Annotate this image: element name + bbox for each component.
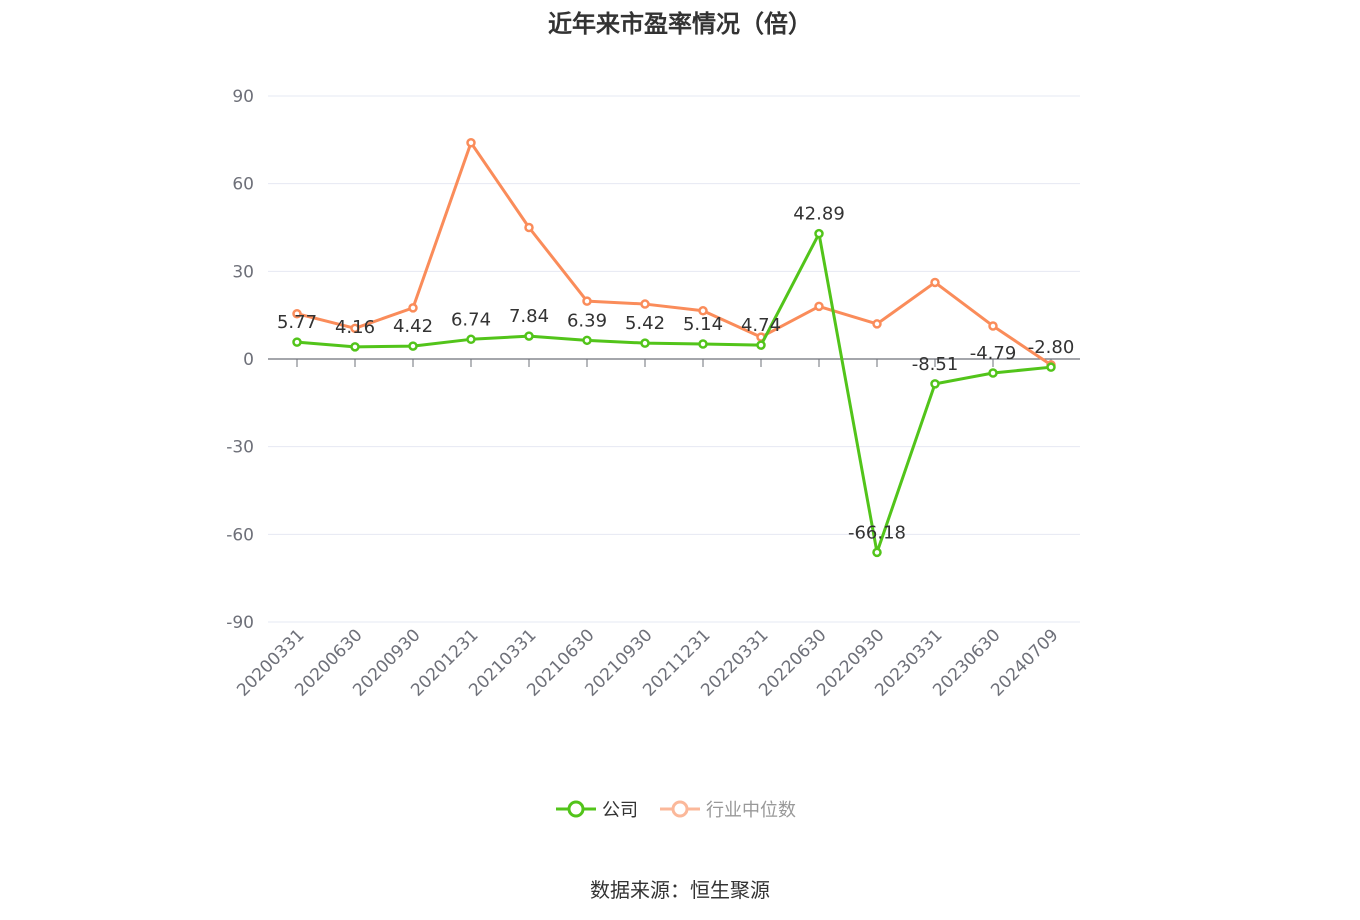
axis-layer: 9060300-30-60-90202003312020063020200930… [226,87,1080,701]
series-0-point[interactable] [350,342,360,352]
legend-item-industry[interactable]: 行业中位数 [660,796,796,822]
data-label: 4.74 [741,315,781,336]
data-label: 7.84 [509,306,549,327]
series-1-point[interactable] [408,303,418,313]
data-label: 6.39 [567,310,607,331]
series-0-point[interactable] [698,339,708,349]
series-1-point[interactable] [698,306,708,316]
pe-ratio-line-chart: 9060300-30-60-90202003312020063020200930… [226,87,1080,701]
series-1-point[interactable] [292,308,302,319]
y-tick-label: -30 [226,438,254,458]
series-0-point[interactable] [466,334,476,345]
data-label: 5.77 [277,312,317,333]
series-1-point[interactable] [814,301,824,312]
series-0-point[interactable] [524,331,534,341]
legend-company-line-icon [556,800,596,818]
data-label: -66.18 [848,522,906,543]
series-0-point[interactable] [292,337,302,347]
y-tick-label: -90 [226,613,254,633]
data-label: 4.16 [335,317,375,338]
series-0-point[interactable] [640,338,650,348]
legend-item-company[interactable]: 公司 [556,796,638,822]
series-0-point[interactable] [582,335,592,346]
data-label: 42.89 [793,204,845,225]
data-label: 4.42 [393,316,433,337]
series-0-point[interactable] [1046,362,1056,372]
series-line-0 [296,232,1052,554]
y-tick-label: 0 [243,350,254,370]
y-tick-label: 30 [232,262,254,282]
series-1-point[interactable] [582,296,592,306]
series-1-point[interactable] [930,277,940,288]
series-0-point[interactable] [814,228,824,239]
data-label: -4.79 [970,343,1017,364]
series-0-point[interactable] [408,341,418,351]
series-0-point[interactable] [872,547,882,558]
legend-industry-line-icon [660,800,700,818]
data-source: 数据来源：恒生聚源 [590,878,770,902]
y-tick-label: 60 [232,175,254,195]
data-label: -8.51 [912,354,959,375]
series-1-point[interactable] [988,321,998,331]
series-0-point[interactable] [930,379,940,389]
data-label: 6.74 [451,309,491,330]
data-label: 5.42 [625,313,665,334]
legend-industry-label: 行业中位数 [706,800,796,821]
series-line-1 [296,141,1052,367]
data-label: 5.14 [683,314,723,335]
series-0-point[interactable] [988,368,998,378]
series-1-point[interactable] [872,319,882,329]
series-1-point[interactable] [350,323,360,334]
legend: 公司 行业中位数 [0,796,1360,826]
y-tick-label: 90 [232,87,254,107]
y-tick-label: -60 [226,525,254,545]
grid-layer [268,95,1080,623]
data-label: -2.80 [1028,337,1075,358]
series-1-point[interactable] [640,299,650,309]
series-0-point[interactable] [756,340,766,350]
legend-company-label: 公司 [602,800,638,821]
label-layer: 5.77 4.16 4.42 6.74 7.84 6.39 5.42 5.14 4.74 42.8… [277,204,1074,544]
series-layer [292,138,1056,558]
series-1-point[interactable] [524,222,534,233]
chart-title: 近年来市盈率情况（倍） [548,10,812,38]
series-1-point[interactable] [466,138,476,148]
